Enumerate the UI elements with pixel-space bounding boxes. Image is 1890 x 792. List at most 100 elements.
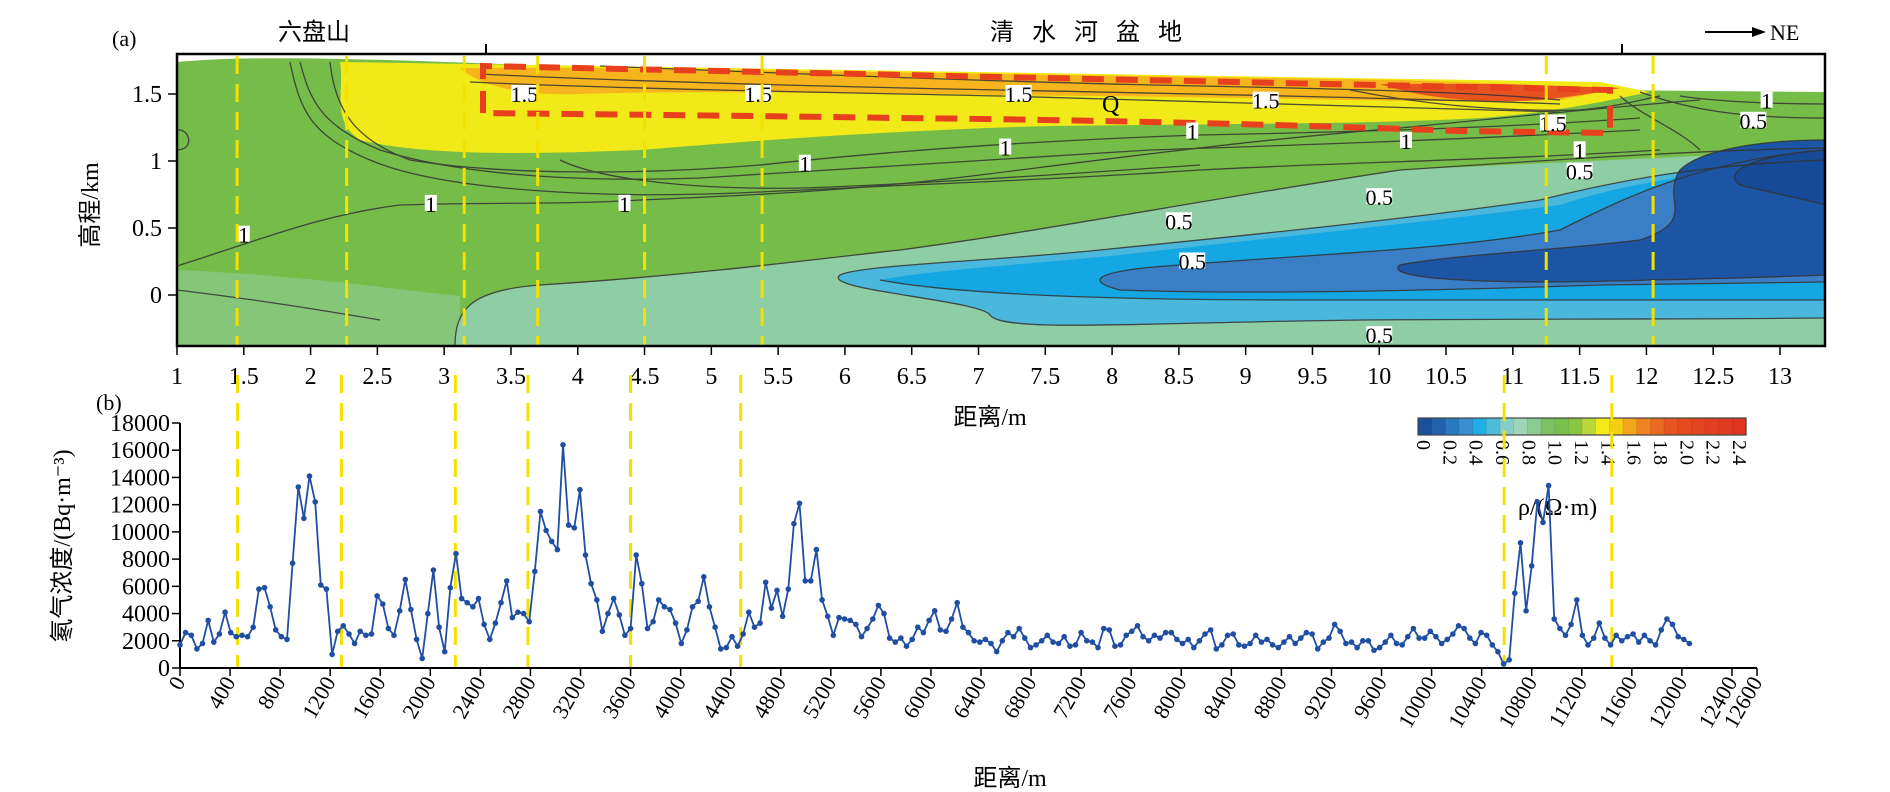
panel-b-xlabel: 距离/m	[973, 765, 1047, 792]
radon-data-point	[1179, 640, 1186, 647]
x-tick-label-b: 800	[252, 672, 290, 713]
radon-data-point	[1055, 640, 1062, 647]
radon-data-point	[582, 552, 589, 558]
radon-data-point	[1078, 629, 1084, 636]
x-tick-label-b: 7200	[1048, 672, 1092, 723]
contour-label-bg	[424, 194, 437, 211]
radon-data-point	[1320, 639, 1327, 645]
radon-data-point	[520, 610, 527, 617]
contour-label-bg	[1740, 111, 1767, 128]
colorbar-cells	[1417, 417, 1747, 436]
radon-data-point	[498, 599, 504, 606]
radon-data-point	[655, 597, 662, 603]
vertical-markers-a	[235, 56, 1655, 346]
colorbar-cell	[1499, 417, 1515, 436]
radon-data-point	[1117, 642, 1124, 648]
radon-data-point	[318, 582, 324, 588]
radon-data-point	[1652, 642, 1659, 648]
radon-data-point	[1540, 519, 1546, 526]
radon-data-point	[678, 640, 685, 647]
x-tick-label-a: 5.5	[763, 364, 793, 390]
panel-b-label: (b)	[96, 390, 122, 415]
x-tick-label-a: 7.5	[1030, 364, 1060, 390]
x-tick-label-a: 8.5	[1164, 364, 1194, 390]
radon-data-point	[391, 632, 397, 639]
radon-data-point	[560, 442, 566, 448]
colorbar-tick-label: 1.0	[1544, 440, 1566, 465]
radon-data-point	[1495, 648, 1501, 655]
x-tick-label-a: 13	[1768, 364, 1792, 390]
x-tick-label-a: 1.5	[229, 364, 259, 390]
y-tick-label-b: 6000	[122, 574, 170, 600]
radon-data-point	[1506, 657, 1512, 663]
radon-data-point	[1207, 627, 1214, 633]
x-tick-label-b: 4000	[647, 672, 691, 723]
radon-data-point	[1145, 638, 1152, 644]
x-tick-label-b: 8000	[1148, 672, 1192, 723]
x-tick-label-a: 10	[1367, 364, 1391, 390]
radon-data-point	[1534, 499, 1541, 505]
radon-data-point	[464, 599, 471, 606]
radon-data-point	[802, 578, 808, 584]
colorbar-tick-label: 1.4	[1596, 440, 1618, 465]
x-tick-label-a: 7	[973, 364, 985, 390]
radon-data-point	[1162, 629, 1169, 636]
radon-data-point	[334, 628, 341, 635]
radon-data-point	[430, 567, 437, 573]
radon-data-point	[1275, 644, 1282, 651]
vertical-markers-b	[236, 375, 1614, 668]
panel-b-ylabel: 氡气浓度/(Bq·m⁻³)	[49, 449, 76, 642]
radon-data-point	[526, 618, 532, 625]
radon-data-point	[723, 644, 730, 651]
quaternary-label: Q	[1102, 92, 1119, 118]
radon-data-point	[791, 520, 797, 527]
radon-data-point	[684, 627, 690, 633]
radon-data-point	[1376, 644, 1383, 651]
radon-data-point	[768, 605, 775, 611]
band-dark-blue	[1397, 140, 1825, 282]
radon-data-point	[1095, 644, 1101, 651]
x-tick-label-a: 4	[572, 364, 584, 390]
radon-data-point	[1568, 621, 1574, 628]
colorbar-tick-label: 0.6	[1491, 440, 1513, 465]
radon-data-point	[295, 484, 302, 490]
quaternary-outline	[480, 62, 1613, 137]
contour-label: 1.5	[1005, 82, 1033, 107]
radon-data-point	[205, 617, 211, 624]
radon-data-point	[1658, 627, 1665, 633]
radon-data-point	[1619, 638, 1625, 644]
radon-data-point	[470, 604, 476, 610]
radon-data-point	[441, 648, 448, 655]
radon-data-point	[706, 604, 713, 610]
x-tick-label-b: 11600	[1593, 672, 1642, 731]
radon-data-point	[594, 597, 600, 603]
y-tick-label-b: 8000	[122, 547, 170, 573]
radon-data-point	[1410, 625, 1417, 632]
radon-data-point	[1635, 639, 1642, 645]
x-tick-label-a: 10.5	[1425, 364, 1467, 390]
radon-data-point	[740, 631, 746, 637]
colorbar-cell	[1718, 417, 1734, 436]
radon-data-point	[1106, 627, 1113, 633]
radon-data-point	[1416, 635, 1422, 641]
x-tick-label-a: 3.5	[496, 364, 526, 390]
colorbar-tick-label: 0.4	[1465, 440, 1487, 465]
contour-label-bg	[1179, 252, 1206, 269]
colorbar-cell	[1636, 417, 1652, 436]
radon-data-point	[1303, 629, 1310, 636]
panel-b-radon-profile: (b) 0 400 800 1200 1600 2000 2400 2800 3200 3600 4…	[49, 375, 1767, 792]
radon-data-point	[853, 621, 859, 628]
radon-data-point	[216, 631, 223, 637]
x-tick-label-a: 6.5	[897, 364, 927, 390]
colorbar-tick-label: 2.0	[1675, 440, 1697, 465]
radon-data-point	[1523, 608, 1529, 614]
radon-data-point	[599, 628, 606, 635]
radon-data-point	[368, 631, 375, 637]
contour-label: 1	[1187, 120, 1198, 145]
radon-data-point	[436, 624, 442, 630]
radon-data-point	[554, 546, 561, 553]
radon-data-point	[1602, 635, 1608, 641]
colorbar-frame	[1417, 417, 1747, 436]
radon-data-point	[1343, 640, 1349, 647]
x-tick-label-b: 10000	[1393, 672, 1442, 732]
